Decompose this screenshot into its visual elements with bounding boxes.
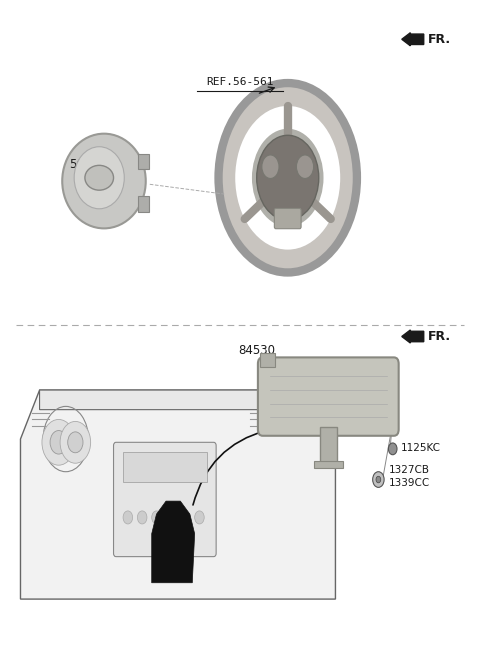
Bar bbox=[138, 154, 149, 169]
Circle shape bbox=[218, 83, 357, 272]
Circle shape bbox=[262, 155, 279, 178]
FancyBboxPatch shape bbox=[275, 209, 301, 229]
Polygon shape bbox=[39, 390, 316, 409]
Text: 56900: 56900 bbox=[69, 158, 106, 171]
FancyArrow shape bbox=[402, 33, 424, 46]
Circle shape bbox=[180, 511, 190, 524]
Circle shape bbox=[297, 155, 313, 178]
Text: 1327CB
1339CC: 1327CB 1339CC bbox=[389, 464, 430, 488]
Circle shape bbox=[68, 432, 83, 453]
Ellipse shape bbox=[74, 147, 124, 209]
Circle shape bbox=[252, 129, 324, 227]
Circle shape bbox=[60, 421, 91, 463]
Text: 84530: 84530 bbox=[238, 344, 275, 358]
Bar bbox=[260, 353, 275, 367]
Polygon shape bbox=[152, 501, 195, 583]
Circle shape bbox=[372, 472, 384, 487]
Circle shape bbox=[388, 443, 397, 455]
Text: FR.: FR. bbox=[428, 33, 451, 46]
FancyArrow shape bbox=[402, 330, 424, 343]
Circle shape bbox=[50, 430, 67, 454]
Bar bbox=[314, 461, 343, 468]
Ellipse shape bbox=[85, 165, 114, 190]
FancyBboxPatch shape bbox=[114, 442, 216, 557]
FancyBboxPatch shape bbox=[258, 358, 399, 436]
Text: REF.56-561: REF.56-561 bbox=[206, 77, 274, 87]
Bar bbox=[123, 452, 206, 482]
Circle shape bbox=[257, 135, 319, 220]
Circle shape bbox=[152, 511, 161, 524]
Bar bbox=[320, 427, 337, 465]
Circle shape bbox=[137, 511, 147, 524]
Bar bbox=[138, 196, 149, 212]
Circle shape bbox=[376, 476, 381, 483]
Circle shape bbox=[235, 106, 340, 250]
Circle shape bbox=[166, 511, 176, 524]
Ellipse shape bbox=[62, 134, 146, 228]
Polygon shape bbox=[21, 390, 336, 599]
Text: 1125KC: 1125KC bbox=[401, 443, 441, 453]
Text: FR.: FR. bbox=[428, 330, 451, 343]
Circle shape bbox=[123, 511, 132, 524]
Circle shape bbox=[195, 511, 204, 524]
Circle shape bbox=[42, 419, 75, 465]
